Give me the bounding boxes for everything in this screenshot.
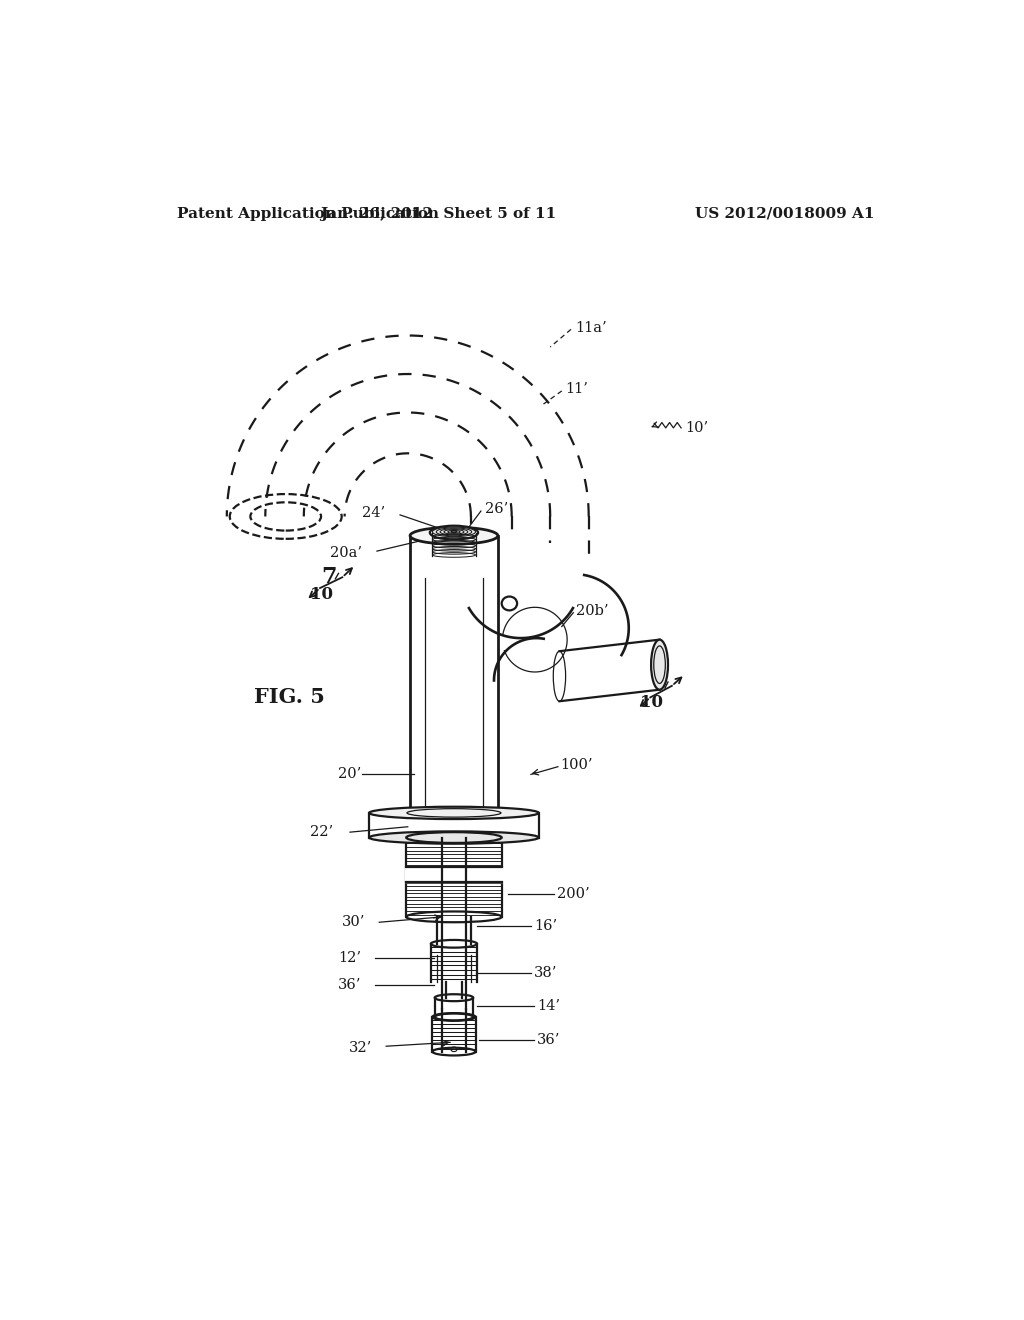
Text: 26’: 26’ bbox=[484, 502, 508, 516]
Text: 11’: 11’ bbox=[565, 383, 588, 396]
Text: US 2012/0018009 A1: US 2012/0018009 A1 bbox=[695, 207, 874, 220]
Text: 10: 10 bbox=[310, 586, 333, 603]
Text: 10: 10 bbox=[640, 694, 664, 711]
Text: 20’: 20’ bbox=[338, 767, 361, 781]
Text: 7: 7 bbox=[322, 565, 337, 587]
Text: 16’: 16’ bbox=[535, 919, 557, 933]
Text: 36’: 36’ bbox=[538, 1034, 560, 1047]
Text: 14’: 14’ bbox=[538, 999, 560, 1014]
Text: 200’: 200’ bbox=[557, 887, 590, 900]
Text: 10’: 10’ bbox=[685, 421, 708, 434]
Text: 20a’: 20a’ bbox=[330, 545, 362, 560]
Ellipse shape bbox=[370, 807, 539, 818]
Text: 7: 7 bbox=[652, 673, 668, 696]
Text: 38’: 38’ bbox=[535, 966, 557, 979]
Ellipse shape bbox=[410, 527, 498, 544]
Text: 11a’: 11a’ bbox=[574, 321, 606, 335]
Text: 12’: 12’ bbox=[339, 950, 361, 965]
Text: 30’: 30’ bbox=[342, 915, 366, 929]
Text: Jan. 26, 2012  Sheet 5 of 11: Jan. 26, 2012 Sheet 5 of 11 bbox=[321, 207, 557, 220]
Text: 20b’: 20b’ bbox=[575, 605, 608, 618]
Text: 100’: 100’ bbox=[560, 758, 593, 772]
Text: 24’: 24’ bbox=[362, 506, 385, 520]
Text: 22’: 22’ bbox=[310, 825, 333, 840]
Ellipse shape bbox=[651, 640, 668, 689]
Text: 36’: 36’ bbox=[338, 978, 361, 991]
Ellipse shape bbox=[430, 525, 478, 540]
Text: Patent Application Publication: Patent Application Publication bbox=[177, 207, 438, 220]
Text: 32’: 32’ bbox=[348, 1040, 372, 1055]
Ellipse shape bbox=[370, 832, 539, 843]
Text: FIG. 5: FIG. 5 bbox=[254, 688, 325, 708]
